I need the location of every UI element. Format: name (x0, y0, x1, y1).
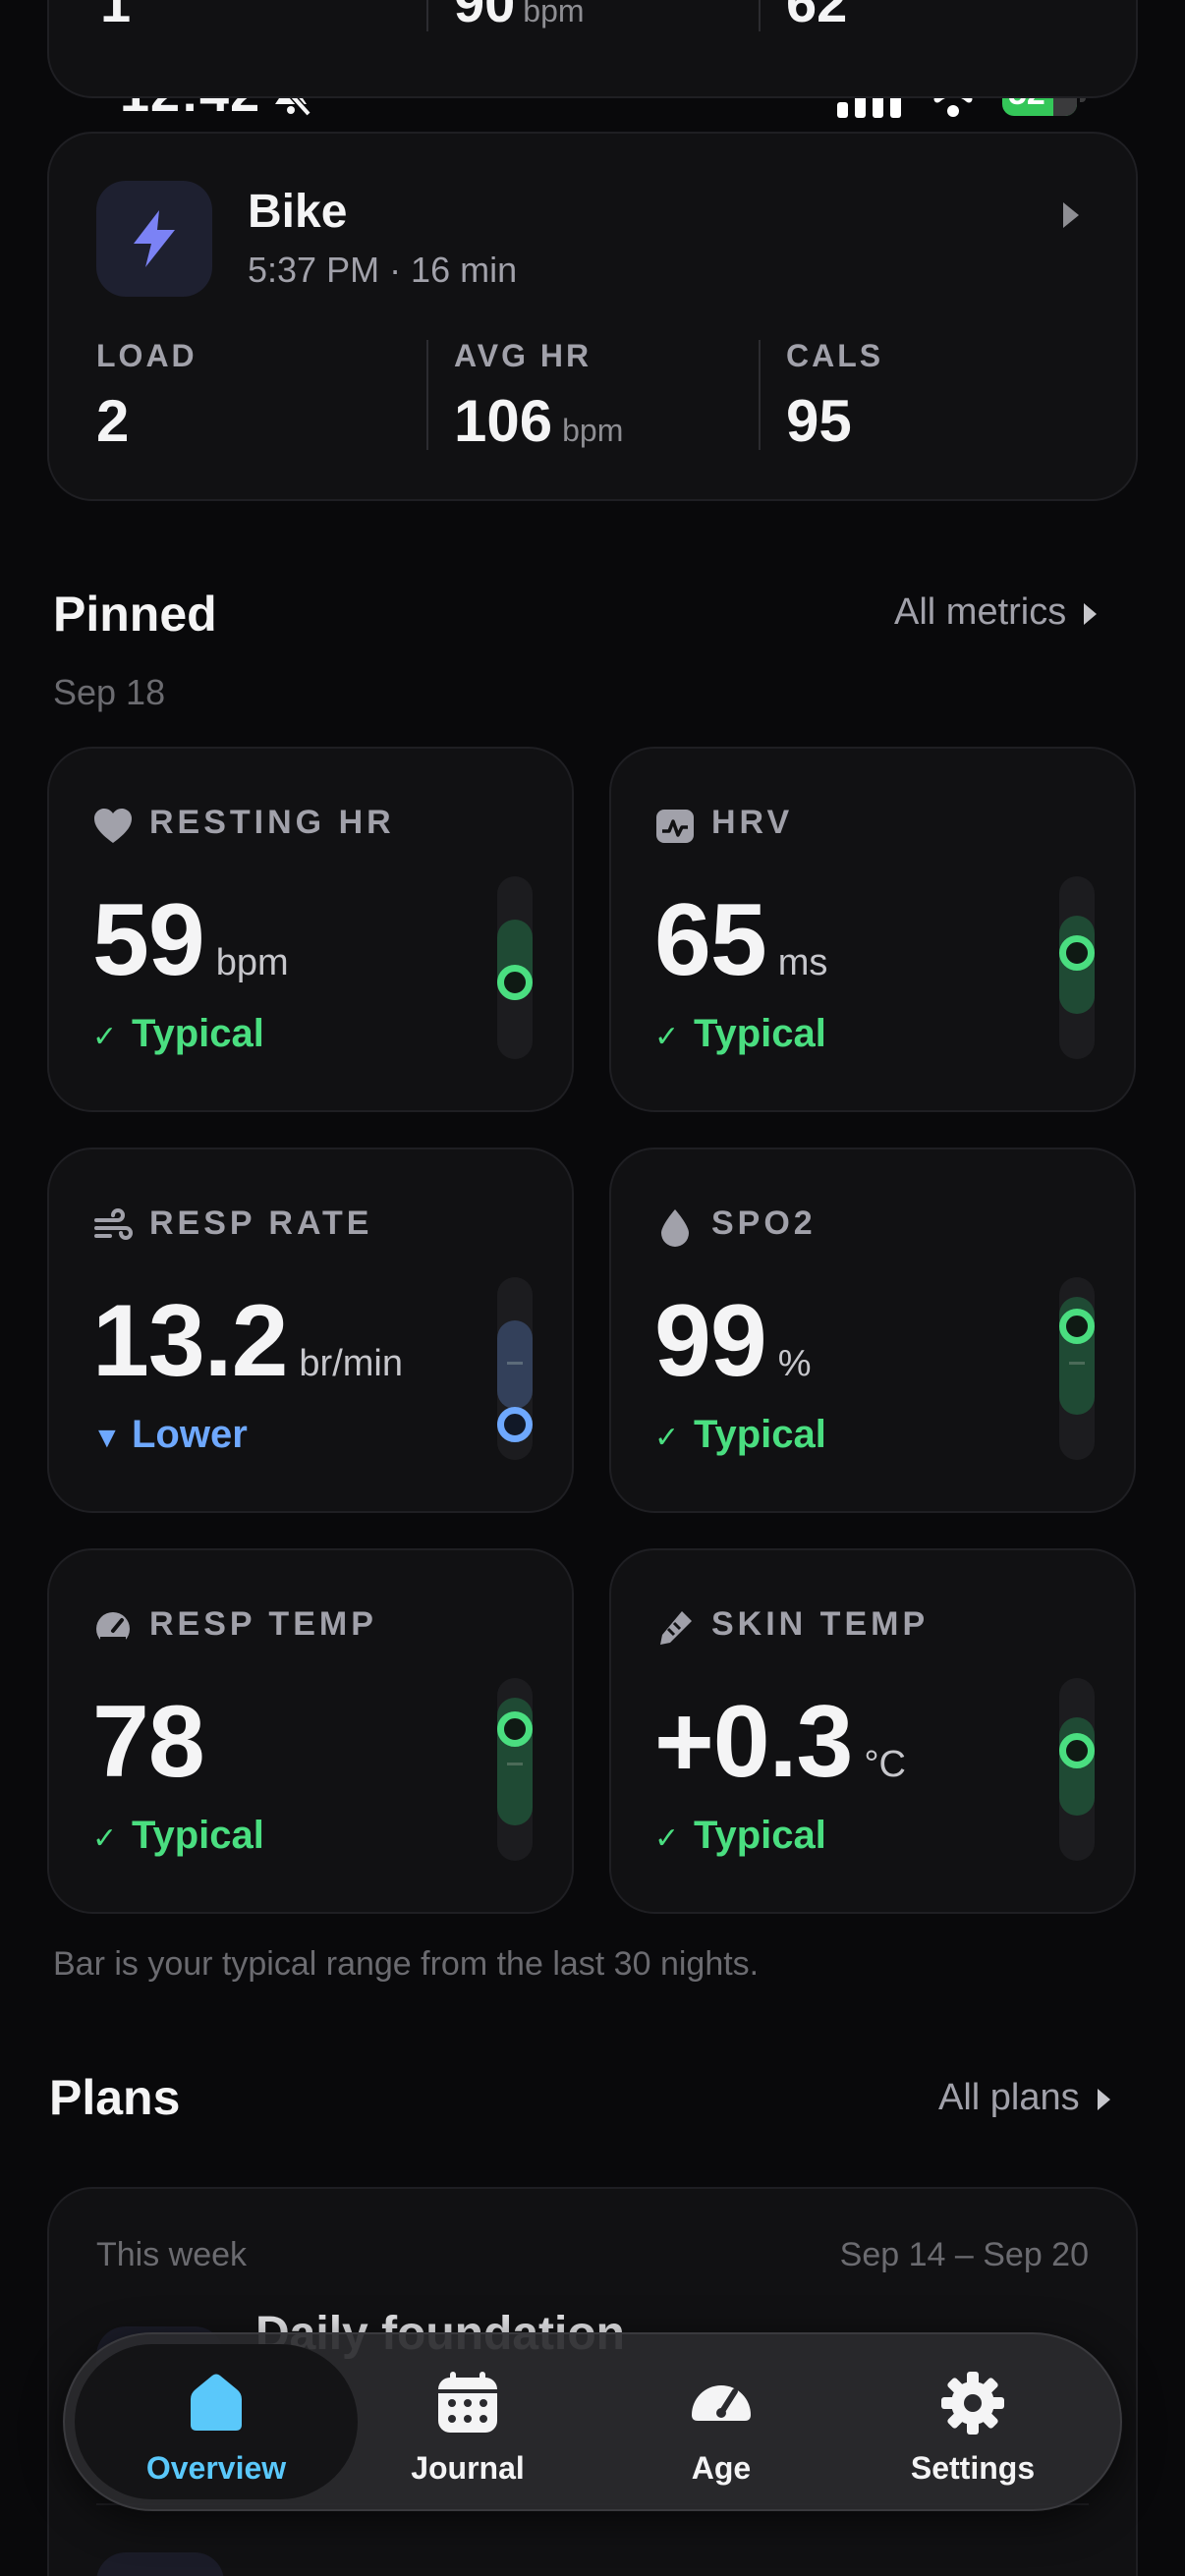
metric-label: RESP TEMP (149, 1605, 377, 1643)
check-icon: ✓ (654, 1422, 680, 1454)
gauge-marker (1059, 1309, 1095, 1344)
plan-thumbnail (96, 2552, 224, 2576)
hrv-chart-icon (656, 810, 694, 843)
metric-label: SKIN TEMP (711, 1605, 930, 1643)
lightning-icon (96, 181, 212, 297)
range-gauge (1059, 1678, 1095, 1861)
speedometer-icon (692, 2385, 751, 2421)
chevron-right-icon[interactable] (1063, 202, 1079, 228)
metric-value: 59 bpm (92, 883, 289, 997)
metric-card-resting-hr[interactable]: RESTING HR 59 bpm ✓ Typical (47, 747, 574, 1112)
metric-card-spo2[interactable]: SPO2 99% ✓ Typical (609, 1148, 1136, 1513)
tab-journal[interactable]: Journal (340, 2334, 595, 2513)
stat-label-load: LOAD (96, 338, 198, 373)
metric-status: ✓ Typical (92, 1814, 264, 1857)
tab-label: Journal (411, 2450, 525, 2486)
plans-week-label: This week (96, 2236, 248, 2273)
range-gauge (497, 1678, 533, 1861)
workout-title: Bike (248, 186, 348, 238)
prev-stat-1: 1 (100, 0, 132, 33)
tab-overview[interactable]: Overview (88, 2334, 344, 2513)
metric-value: 99% (654, 1284, 812, 1398)
calendar-icon (438, 2372, 497, 2433)
tab-settings[interactable]: Settings (845, 2334, 1100, 2513)
metric-value: 13.2 br/min (92, 1284, 403, 1398)
stat-label-avg-hr: AVG HR (454, 338, 592, 373)
metric-card-resp-rate[interactable]: RESP RATE 13.2 br/min ▼ Lower (47, 1148, 574, 1513)
range-gauge (497, 876, 533, 1059)
metric-label: SPO2 (711, 1204, 817, 1242)
stat-value-cals: 95 (786, 388, 852, 454)
all-plans-link[interactable]: All plans (938, 2077, 1110, 2119)
metric-card-resp-temp[interactable]: RESP TEMP 78 ✓ Typical (47, 1548, 574, 1914)
metric-value: +0.3 °C (654, 1685, 906, 1799)
workout-subtitle: 5:37 PM · 16 min (248, 250, 518, 290)
gauge-marker (497, 1407, 533, 1442)
metric-status: ✓ Typical (654, 1012, 826, 1055)
pinned-date: Sep 18 (53, 672, 166, 712)
metric-status: ✓ Typical (92, 1012, 264, 1055)
heart-icon (94, 809, 132, 843)
metric-status: ✓ Typical (654, 1413, 826, 1456)
gauge-marker (497, 1711, 533, 1747)
metric-value: 65 ms (654, 883, 828, 997)
stat-value-load: 2 (96, 388, 130, 454)
tab-bar: Overview Journal Age (63, 2332, 1122, 2511)
metric-status: ▼ Lower (92, 1413, 248, 1456)
gauge-marker (1059, 1733, 1095, 1768)
stat-label-cals: CALS (786, 338, 884, 373)
chevron-right-icon (1097, 2088, 1110, 2110)
check-icon: ✓ (92, 1021, 118, 1053)
check-icon: ✓ (654, 1822, 680, 1855)
tab-label: Overview (145, 2450, 287, 2486)
metric-label: HRV (711, 804, 794, 841)
range-gauge (1059, 876, 1095, 1059)
gear-icon (941, 2372, 1004, 2435)
gauge-marker (497, 965, 533, 1000)
chevron-right-icon (1084, 602, 1098, 625)
metric-label: RESTING HR (149, 804, 395, 841)
tab-age[interactable]: Age (593, 2334, 849, 2513)
tab-label: Age (691, 2450, 752, 2486)
thermometer-icon (660, 1611, 692, 1645)
pinned-title: Pinned (53, 587, 217, 642)
plans-date-range: Sep 14 – Sep 20 (839, 2236, 1089, 2273)
range-footnote: Bar is your typical range from the last … (53, 1945, 760, 1983)
plans-title: Plans (49, 2070, 181, 2125)
metric-status: ✓ Typical (654, 1814, 826, 1857)
metric-value: 78 (92, 1685, 205, 1799)
metric-card-skin-temp[interactable]: SKIN TEMP +0.3 °C ✓ Typical (609, 1548, 1136, 1914)
check-icon: ✓ (654, 1021, 680, 1053)
workout-card[interactable]: Bike 5:37 PM · 16 min LOAD 2 AVG HR 106 b… (47, 132, 1138, 501)
prev-stat-2: 90 bpm (454, 0, 585, 33)
tab-label: Settings (910, 2450, 1036, 2486)
range-gauge (497, 1277, 533, 1460)
range-gauge (1059, 1277, 1095, 1460)
previous-workout-card[interactable]: 1 90 bpm 62 (47, 0, 1138, 98)
gauge-icon (96, 1612, 130, 1647)
check-icon: ✓ (92, 1822, 118, 1855)
down-triangle-icon: ▼ (92, 1422, 122, 1454)
stat-value-avg-hr: 106 bpm (454, 388, 624, 454)
prev-stat-3: 62 (786, 0, 848, 33)
home-icon (191, 2374, 242, 2431)
drop-icon (661, 1209, 689, 1247)
wind-icon (94, 1208, 133, 1240)
all-metrics-link[interactable]: All metrics (894, 591, 1098, 634)
metric-label: RESP RATE (149, 1204, 373, 1242)
metric-card-hrv[interactable]: HRV 65 ms ✓ Typical (609, 747, 1136, 1112)
gauge-marker (1059, 935, 1095, 971)
